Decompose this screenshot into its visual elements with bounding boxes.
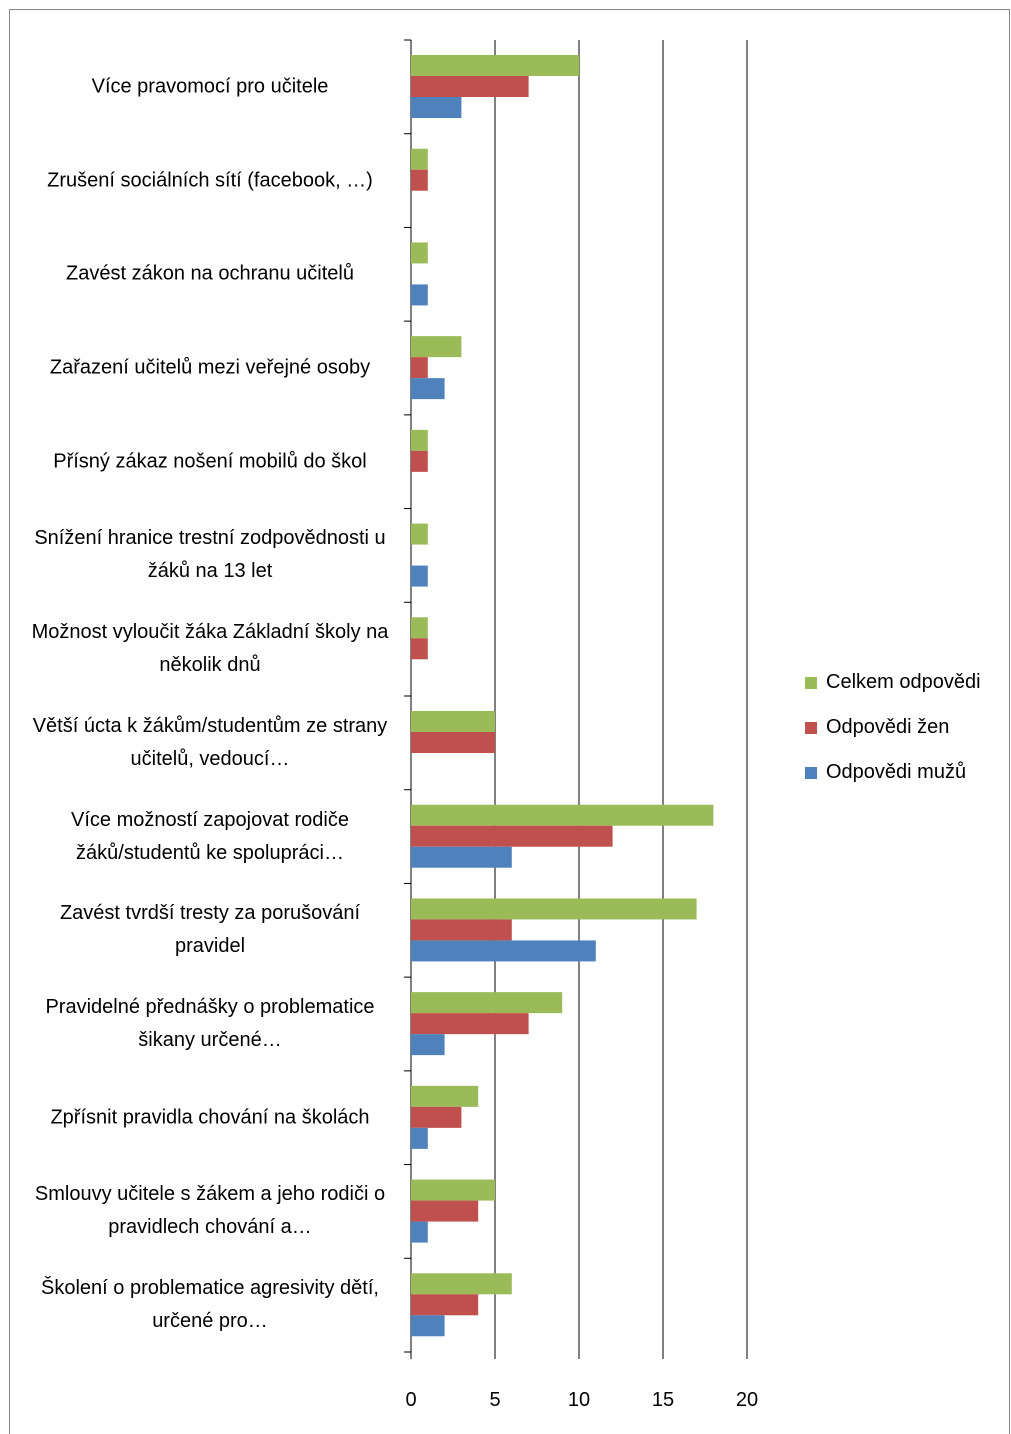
y-tick-label: Zavést tvrdší tresty za porušování pravi… [59, 902, 361, 958]
x-tick-label: 20 [735, 1389, 759, 1411]
y-tick-label: Přísný zákaz nošení mobilů do škol [53, 450, 367, 473]
x-tick-label: 15 [651, 1389, 675, 1411]
bar [411, 336, 462, 358]
bar [411, 242, 428, 264]
bar [411, 1200, 479, 1222]
bar [411, 55, 579, 76]
bar [411, 378, 445, 400]
bar [411, 1034, 445, 1056]
y-tick-label: Zavést zákon na ochranu učitelů [66, 262, 354, 285]
bar [411, 846, 512, 868]
y-tick-label: Školení o problematice agresivity dětí, … [41, 1277, 379, 1333]
y-tick-label: Smlouvy učitele s žákem a jeho rodiči o … [34, 1183, 386, 1239]
legend-label: Odpovědi žen [826, 716, 950, 738]
bar [411, 523, 428, 545]
bar [411, 284, 428, 306]
bar [411, 919, 512, 941]
bar [411, 711, 495, 732]
y-tick-label: Více pravomocí pro učitele [91, 75, 329, 98]
y-tick-label: Možnost vyloučit žáka Základní školy na … [31, 621, 389, 677]
bar [411, 617, 428, 639]
bar [411, 450, 428, 472]
bar [411, 825, 613, 847]
bar [411, 898, 697, 920]
legend-swatch [805, 767, 817, 779]
y-tick-label: Větší úcta k žákům/studentům ze strany u… [32, 714, 388, 770]
bar [411, 565, 428, 587]
bar [411, 97, 462, 118]
bar [411, 429, 428, 451]
y-tick-label: Více možností zapojovat rodiče žáků/stud… [71, 808, 349, 864]
x-tick-label: 10 [567, 1389, 591, 1411]
bar [411, 1294, 479, 1316]
bar [411, 940, 596, 962]
bar [411, 992, 563, 1014]
y-tick-label: Zrušení sociálních sítí (facebook, …) [47, 169, 373, 192]
x-tick-label: 0 [405, 1389, 417, 1411]
bar [411, 1315, 445, 1337]
bar [411, 1013, 529, 1035]
chart-border [9, 9, 1010, 1434]
legend-swatch [805, 722, 817, 734]
y-tick-label: Zpřísnit pravidla chování na školách [50, 1106, 370, 1129]
bar [411, 148, 428, 170]
legend-label: Celkem odpovědi [826, 671, 981, 693]
bar [411, 1127, 428, 1149]
y-tick-label: Pravidelné přednášky o problematice šika… [45, 996, 375, 1051]
y-tick-label: Snížení hranice trestní zodpovědnosti u … [34, 527, 386, 583]
bar [411, 1085, 479, 1107]
bar [411, 357, 428, 379]
bar [411, 1273, 512, 1295]
bar [411, 804, 714, 826]
bar [411, 638, 428, 660]
bar [411, 1179, 495, 1201]
bar [411, 76, 529, 97]
bar [411, 1221, 428, 1243]
bar [411, 732, 495, 753]
y-tick-label: Zařazení učitelů mezi veřejné osoby [49, 356, 371, 379]
bar [411, 169, 428, 191]
legend-label: Odpovědi mužů [826, 761, 967, 783]
bar [411, 1106, 462, 1128]
x-tick-label: 5 [489, 1389, 501, 1411]
legend-swatch [805, 677, 817, 689]
